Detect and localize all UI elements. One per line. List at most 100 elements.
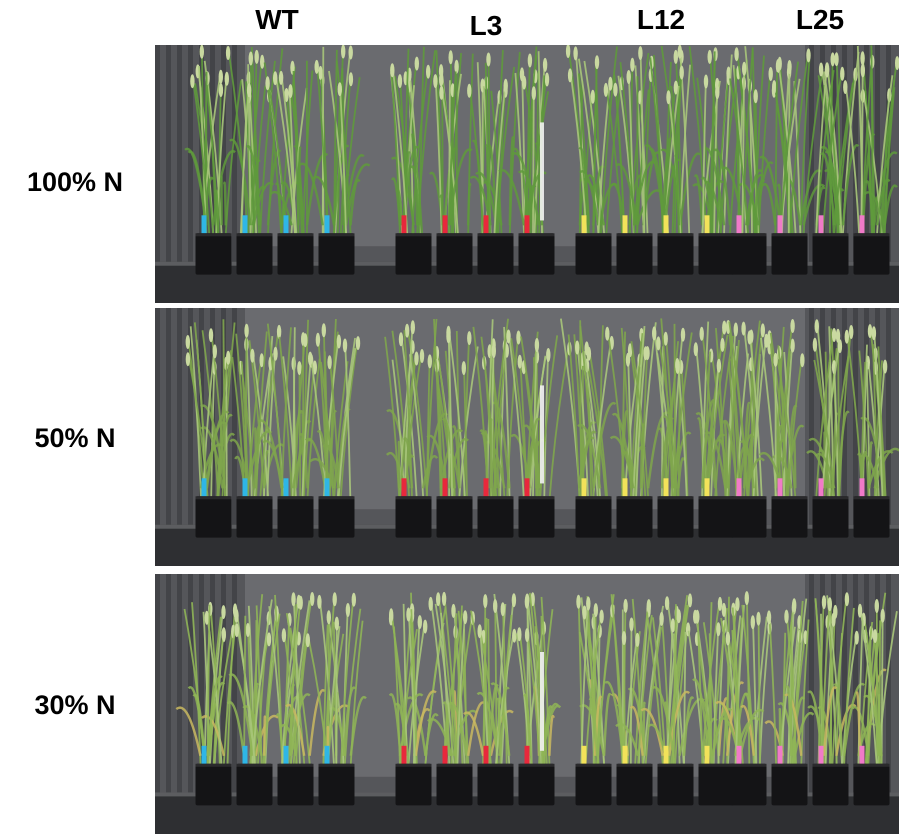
- wheat-ear: [433, 74, 438, 89]
- wheat-ear: [288, 84, 293, 99]
- plant-pot: [698, 763, 735, 806]
- curtain-fold: [221, 574, 226, 834]
- wheat-ear: [707, 49, 712, 64]
- plant-pot: [277, 233, 314, 275]
- wheat-ear: [321, 323, 326, 338]
- pot-label-tag: [483, 478, 489, 499]
- plant-pot: [771, 496, 808, 538]
- wheat-plant: [851, 592, 898, 764]
- wheat-ear: [586, 346, 592, 361]
- plant-photo-30n: [155, 574, 899, 834]
- pot-rim: [730, 233, 767, 237]
- wheat-ear: [735, 597, 740, 612]
- wheat-ear: [827, 597, 832, 612]
- pot-label-tag: [622, 215, 628, 236]
- pot-rim: [195, 496, 232, 500]
- wheat-ear: [895, 56, 899, 71]
- pot-rim: [477, 763, 514, 767]
- curtain-fold: [155, 574, 160, 834]
- wheat-plant: [184, 45, 242, 234]
- pot-label-tag: [242, 745, 248, 766]
- plant-pot: [477, 763, 514, 806]
- wheat-ear: [244, 323, 249, 338]
- wheat-ear: [656, 336, 661, 351]
- plant-pot: [236, 763, 273, 806]
- wheat-ear: [687, 593, 693, 608]
- wheat-ear: [404, 323, 410, 338]
- wheat-ear: [517, 627, 522, 642]
- pot-label-tag: [242, 478, 248, 499]
- plant-pot: [657, 763, 694, 806]
- wheat-ear: [565, 45, 571, 59]
- pot-rim: [698, 233, 735, 237]
- wheat-plant: [576, 594, 616, 764]
- pot-label-tag: [622, 478, 628, 499]
- wheat-ear: [451, 603, 456, 618]
- wheat-ear: [613, 82, 618, 97]
- curtain-fold: [177, 574, 182, 834]
- wheat-ear: [441, 591, 447, 606]
- pot-label-tag: [859, 478, 865, 499]
- wheat-ear: [337, 82, 342, 97]
- wheat-plant: [560, 318, 617, 497]
- pot-label-tag: [581, 215, 587, 236]
- wheat-ear: [276, 324, 282, 339]
- pot-rim: [616, 233, 653, 237]
- wheat-ear: [623, 598, 628, 613]
- wheat-ear: [772, 80, 777, 95]
- pot-label-tag: [201, 215, 207, 236]
- wheat-ear: [542, 57, 548, 72]
- wheat-ear: [342, 338, 348, 353]
- plant-pot: [657, 496, 694, 538]
- pot-label-tag: [818, 745, 824, 766]
- wheat-ear: [849, 325, 854, 339]
- wheat-ear: [652, 326, 657, 341]
- plant-pot: [277, 763, 314, 806]
- pot-rim: [853, 496, 890, 500]
- plant-pot: [616, 763, 653, 806]
- plant-photo-50n: [155, 308, 899, 566]
- wheat-ear: [406, 607, 411, 622]
- wheat-ear: [831, 328, 837, 342]
- pot-rim: [698, 763, 735, 767]
- wheat-ear: [747, 330, 752, 345]
- pot-rim: [477, 233, 514, 237]
- wheat-ear: [483, 594, 488, 609]
- wheat-ear: [576, 594, 581, 609]
- wheat-ear: [521, 75, 527, 90]
- wheat-ear: [245, 623, 251, 637]
- pot-label-tag: [483, 745, 489, 766]
- wheat-ear: [835, 328, 841, 343]
- wheat-ear: [860, 63, 865, 78]
- wheat-ear: [389, 608, 394, 623]
- wheat-ear: [741, 321, 746, 336]
- wheat-ear: [721, 602, 727, 617]
- wheat-ear: [414, 56, 419, 71]
- pot-rim: [195, 763, 232, 767]
- pot-rim: [518, 233, 555, 237]
- pot-rim: [812, 763, 849, 767]
- wheat-ear: [463, 610, 468, 625]
- wheat-ear: [880, 608, 885, 623]
- wheat-ear: [837, 339, 843, 354]
- wheat-ear: [621, 631, 627, 646]
- pot-rim: [518, 763, 555, 767]
- wheat-ear: [643, 346, 648, 361]
- pot-rim: [657, 233, 694, 237]
- wheat-ear: [517, 354, 522, 369]
- curtain-fold: [188, 45, 193, 303]
- pot-label-tag: [242, 215, 248, 236]
- pot-label-tag: [324, 215, 330, 236]
- wheat-ear: [506, 329, 511, 344]
- wheat-ear: [397, 74, 403, 89]
- pot-label-tag: [704, 215, 710, 236]
- plant-pot: [698, 496, 735, 538]
- wheat-ear: [840, 66, 845, 81]
- curtain-fold: [820, 45, 825, 303]
- curtain-fold: [221, 45, 226, 303]
- wheat-ear: [626, 70, 631, 84]
- pot-rim: [698, 496, 735, 500]
- wheat-ear: [627, 343, 633, 358]
- pot-rim: [236, 233, 273, 237]
- wheat-ear: [814, 319, 819, 334]
